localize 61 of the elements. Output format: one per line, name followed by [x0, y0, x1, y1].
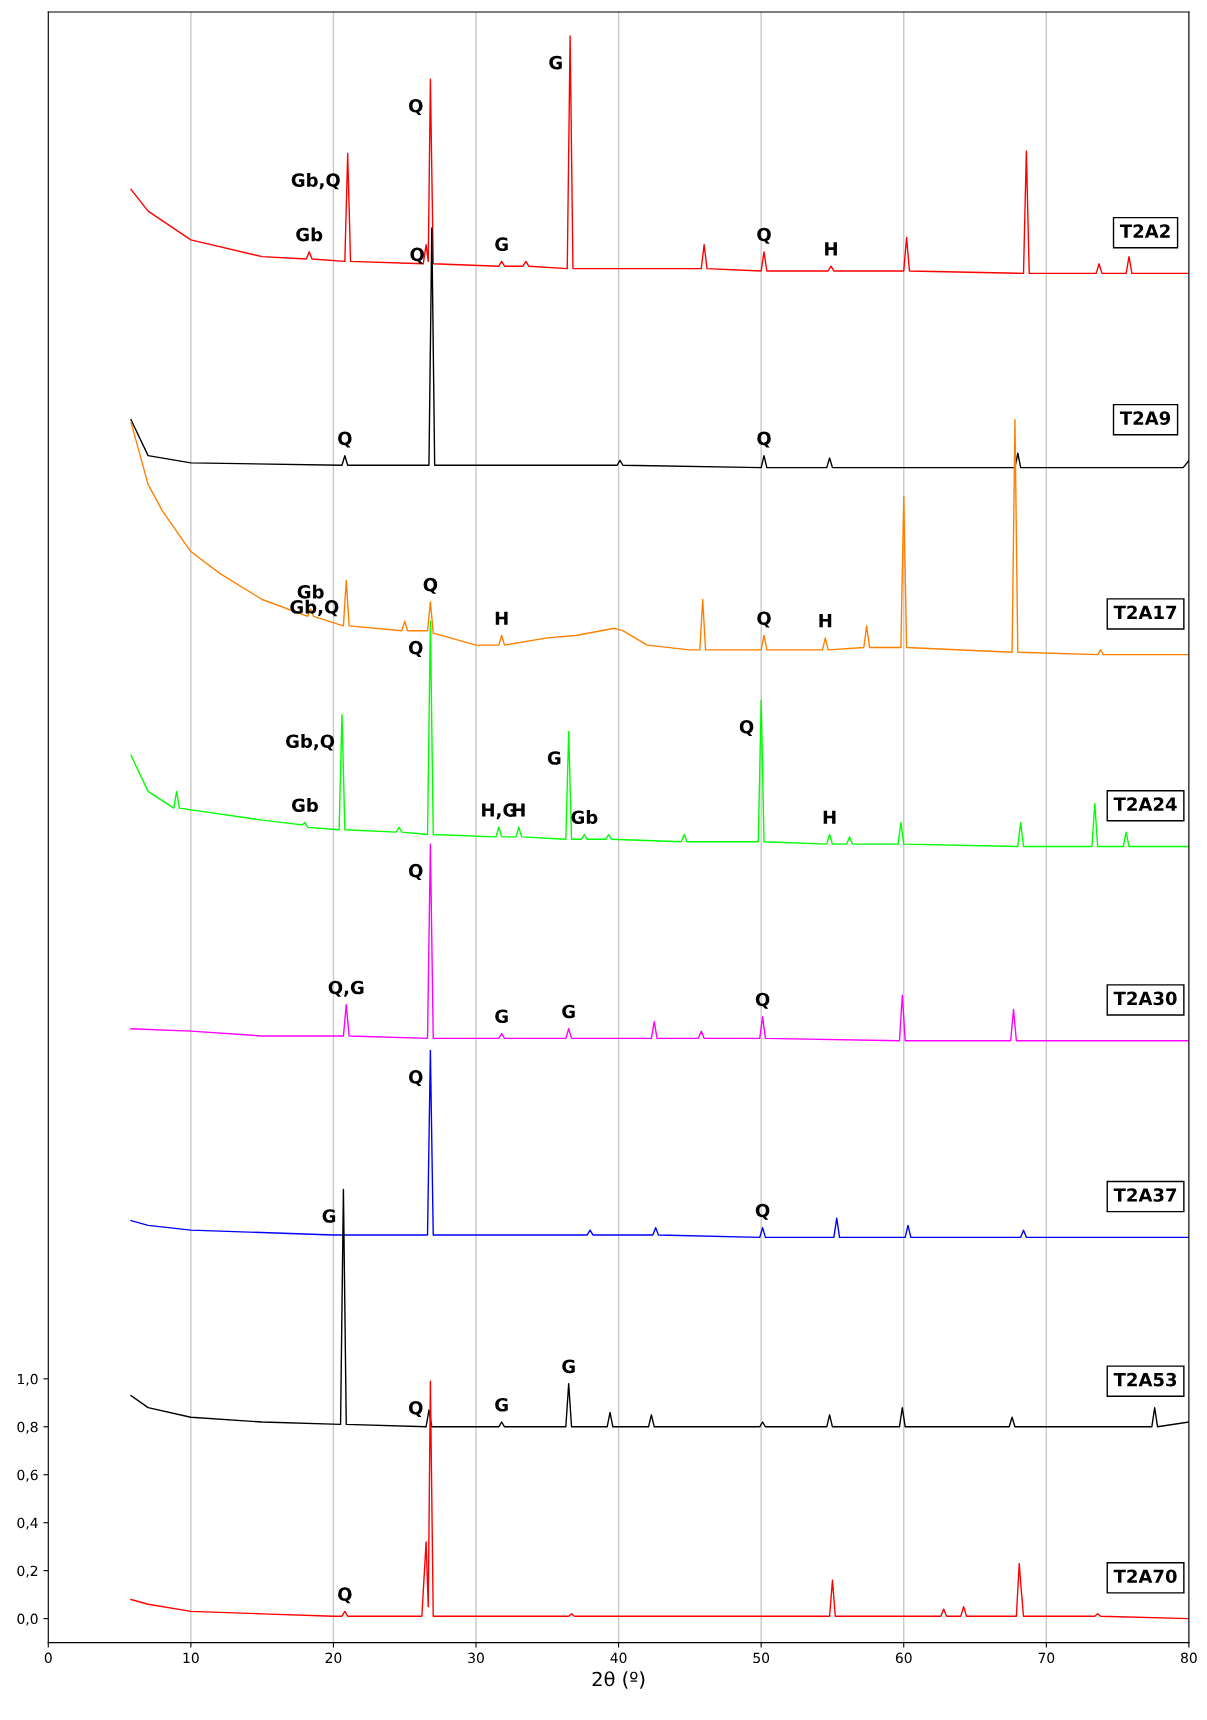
annotation: Q: [757, 431, 771, 448]
y-tick-label: 0,4: [17, 1517, 38, 1530]
annotation: Gb,Q: [285, 734, 335, 751]
annotation: Gb,Q: [290, 599, 339, 617]
annotation: H: [823, 810, 836, 824]
y-tick-label: 0,6: [17, 1469, 38, 1482]
annotation: G: [495, 1397, 508, 1412]
annotation: Q: [408, 863, 423, 880]
x-tick-label: 10: [183, 1652, 199, 1664]
annotation: Q: [423, 577, 438, 594]
annotation: Q: [755, 1203, 770, 1220]
annotation: G: [547, 751, 561, 765]
annotation: Gb: [296, 227, 323, 242]
series-label: T2A37: [1113, 1188, 1177, 1202]
annotation: Q: [408, 1070, 423, 1087]
annotation: G: [495, 237, 508, 251]
series-label: T2A53: [1113, 1372, 1177, 1387]
y-tick-label: 0,0: [17, 1613, 38, 1626]
annotation: Q: [408, 640, 423, 657]
x-tick-label: 60: [895, 1652, 912, 1664]
x-tick-label: 50: [753, 1652, 770, 1664]
x-tick-label: 40: [610, 1652, 627, 1664]
annotation: G: [549, 55, 562, 70]
line-series: [130, 843, 1189, 1042]
annotation: Q: [755, 992, 770, 1009]
y-tick-label: 0,2: [17, 1565, 38, 1578]
annotation: G: [562, 1004, 575, 1019]
annotation: Q: [338, 1587, 352, 1604]
annotation: Q: [410, 247, 424, 264]
annotation: G: [495, 1009, 508, 1024]
annotation: Gb: [291, 798, 318, 813]
annotation: Q: [757, 611, 771, 628]
series-label: T2A24: [1113, 797, 1177, 811]
annotation: Gb: [297, 584, 324, 599]
annotation: H: [825, 242, 837, 256]
annotation: Q: [338, 431, 352, 448]
annotation: Q: [408, 98, 423, 115]
y-tick-label: 0,8: [17, 1421, 38, 1434]
text: T2A9: [1119, 411, 1171, 425]
annotation: H: [495, 611, 508, 625]
annotation: Q: [739, 720, 754, 737]
annotation: Q: [408, 1400, 423, 1418]
line-series: [130, 1049, 1189, 1239]
x-tick-label: 20: [325, 1652, 342, 1664]
series-label: T2A17: [1113, 605, 1177, 619]
series-label: T2A70: [1113, 1569, 1177, 1584]
annotation: H: [819, 614, 832, 628]
x-tick-label: 80: [1181, 1652, 1197, 1664]
x-tick-label: 70: [1038, 1652, 1055, 1664]
x-tick-label: 30: [468, 1652, 484, 1664]
x-tick-label: 0: [44, 1652, 52, 1664]
y-tick-label: 1,0: [18, 1373, 38, 1386]
x-axis-title: 2θ (º): [592, 1671, 645, 1689]
annotation: Q: [757, 227, 771, 244]
annotation: G: [562, 1359, 575, 1374]
annotation: Q,G: [328, 980, 364, 997]
line-series: [130, 35, 1189, 275]
series-label: T2A30: [1113, 991, 1177, 1006]
annotation: Gb,Q: [291, 172, 340, 190]
annotation: G: [322, 1209, 336, 1223]
series-label: T2A2: [1119, 224, 1170, 238]
